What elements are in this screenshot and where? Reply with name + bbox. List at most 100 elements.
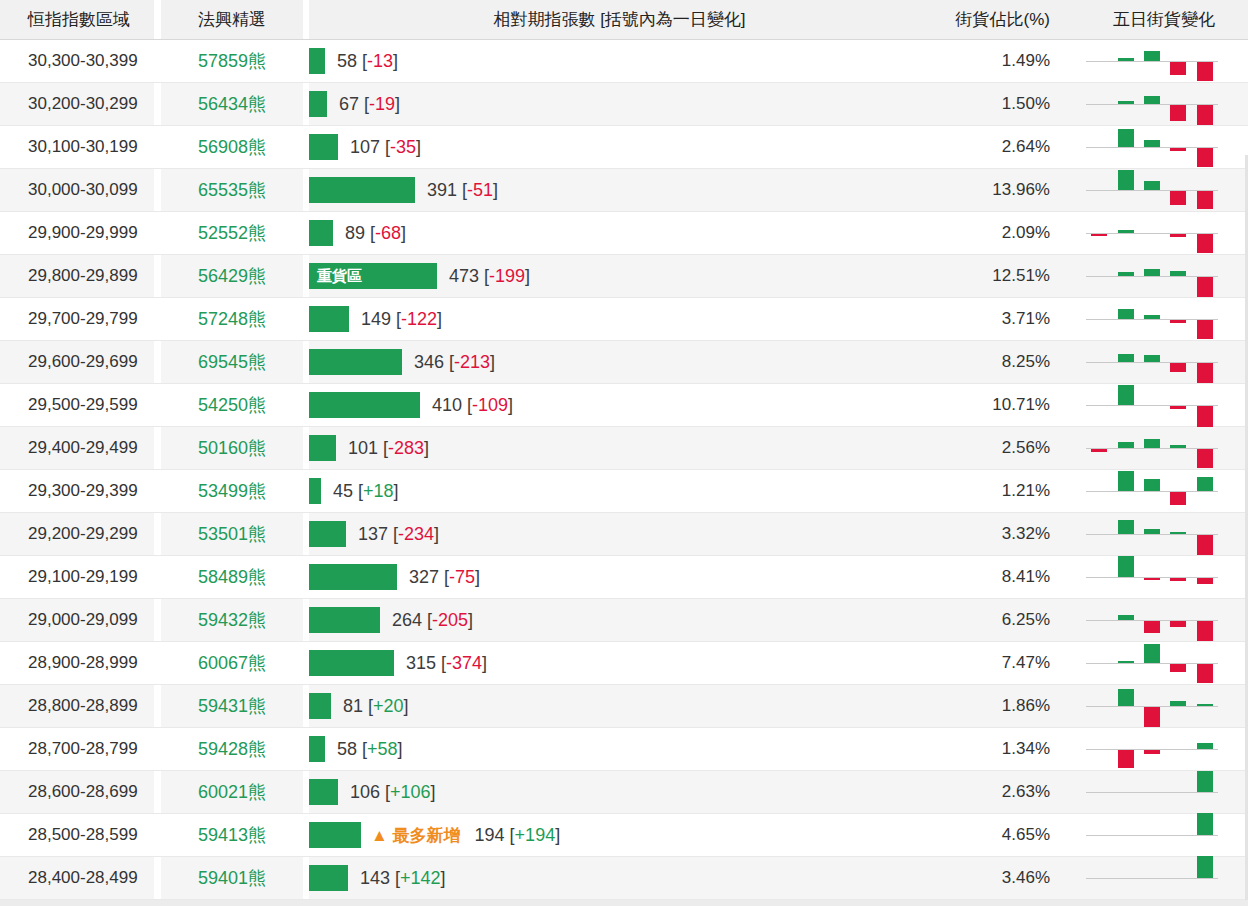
contracts-cell: 149 [-122]: [309, 298, 930, 340]
heavy-zone-label: 重貨區: [309, 267, 362, 286]
outstanding-pct-cell: 10.71%: [930, 384, 1080, 426]
contracts-bar: [309, 607, 380, 633]
index-range-cell: 28,400-28,499: [0, 857, 154, 899]
table-row: 29,900-29,999 52552熊 89 [-68] 2.09%: [0, 212, 1248, 255]
daily-change-value: -13: [367, 51, 393, 71]
table-header-row: 恒指指數區域 法興精選 相對期指張數 [括號內為一日變化] 街貨佔比(%) 五日…: [0, 0, 1248, 40]
column-divider: [154, 40, 161, 82]
index-range-label: 29,100-29,199: [28, 567, 138, 587]
candle-bar-down: [1197, 535, 1213, 555]
cbbc-code-link[interactable]: 60067熊: [198, 651, 266, 675]
contracts-value: 101 [-283]: [348, 438, 429, 459]
cbbc-code-link[interactable]: 57248熊: [198, 307, 266, 331]
candle-bar-down: [1197, 277, 1213, 297]
cbbc-code-link[interactable]: 65535熊: [198, 178, 266, 202]
candle-bar-up: [1144, 529, 1160, 534]
candle-bar-up: [1170, 532, 1186, 534]
five-day-cell: [1080, 685, 1248, 727]
cbbc-code-link[interactable]: 60021熊: [198, 780, 266, 804]
cbbc-code-link[interactable]: 69545熊: [198, 350, 266, 374]
most-added-annotation: ▲ 最多新增: [371, 824, 461, 847]
cbbc-code-link[interactable]: 50160熊: [198, 436, 266, 460]
cbbc-code-link[interactable]: 56429熊: [198, 264, 266, 288]
contracts-cell: 58 [-13]: [309, 40, 930, 82]
five-day-cell: [1080, 298, 1248, 340]
cbbc-code-link[interactable]: 54250熊: [198, 393, 266, 417]
candle-bar-up: [1144, 479, 1160, 491]
cbbc-code-link[interactable]: 57859熊: [198, 49, 266, 73]
cbbc-code-link[interactable]: 53499熊: [198, 479, 266, 503]
cbbc-code-link[interactable]: 59413熊: [198, 823, 266, 847]
outstanding-pct-cell: 8.25%: [930, 341, 1080, 383]
candle-bar-up: [1118, 661, 1134, 663]
table-row: 28,400-28,499 59401熊 143 [+142] 3.46%: [0, 857, 1248, 900]
mini-chart-baseline: [1086, 792, 1218, 793]
candle-bar-up: [1197, 704, 1213, 706]
index-range-label: 30,100-30,199: [28, 137, 138, 157]
cbbc-code-cell: 65535熊: [161, 169, 303, 211]
daily-change-value: -51: [467, 180, 493, 200]
cbbc-code-link[interactable]: 59401熊: [198, 866, 266, 890]
cbbc-code-link[interactable]: 58489熊: [198, 565, 266, 589]
daily-change-value: -109: [472, 395, 508, 415]
cbbc-code-link[interactable]: 52552熊: [198, 221, 266, 245]
outstanding-pct-cell: 7.47%: [930, 642, 1080, 684]
five-day-mini-chart: [1086, 513, 1218, 555]
header-five-day-change: 五日街貨變化: [1080, 0, 1248, 39]
column-divider: [154, 556, 161, 598]
daily-change-value: -68: [375, 223, 401, 243]
cbbc-code-link[interactable]: 53501熊: [198, 522, 266, 546]
mini-chart-baseline: [1086, 835, 1218, 836]
index-range-cell: 29,700-29,799: [0, 298, 154, 340]
cbbc-code-link[interactable]: 56908熊: [198, 135, 266, 159]
contracts-value: 89 [-68]: [345, 223, 406, 244]
candle-bar-up: [1197, 856, 1213, 878]
candle-bar-up: [1118, 442, 1134, 448]
candle-bar-up: [1118, 272, 1134, 276]
outstanding-pct-value: 3.46%: [1002, 868, 1050, 888]
column-divider: [154, 169, 161, 211]
cbbc-code-link[interactable]: 59432熊: [198, 608, 266, 632]
candle-bar-down: [1170, 578, 1186, 581]
contracts-value: 346 [-213]: [414, 352, 495, 373]
contracts-bar: [309, 349, 402, 375]
candle-bar-down: [1144, 578, 1160, 580]
contracts-cell: 346 [-213]: [309, 341, 930, 383]
table-row: 30,000-30,099 65535熊 391 [-51] 13.96%: [0, 169, 1248, 212]
outstanding-pct-cell: 1.49%: [930, 40, 1080, 82]
cbbc-code-link[interactable]: 56434熊: [198, 92, 266, 116]
candle-bar-down: [1170, 234, 1186, 237]
daily-change-value: -374: [446, 653, 482, 673]
candle-bar-down: [1170, 492, 1186, 505]
index-range-label: 29,600-29,699: [28, 352, 138, 372]
daily-change-value: -122: [401, 309, 437, 329]
index-range-cell: 29,900-29,999: [0, 212, 154, 254]
outstanding-pct-cell: 1.34%: [930, 728, 1080, 770]
index-range-cell: 29,800-29,899: [0, 255, 154, 297]
index-range-cell: 28,500-28,599: [0, 814, 154, 856]
candle-bar-up: [1197, 743, 1213, 749]
candle-bar-up: [1118, 354, 1134, 362]
five-day-cell: [1080, 169, 1248, 211]
outstanding-pct-cell: 6.25%: [930, 599, 1080, 641]
candle-bar-down: [1144, 621, 1160, 633]
cbbc-code-link[interactable]: 59428熊: [198, 737, 266, 761]
candle-bar-down: [1091, 234, 1107, 236]
daily-change-value: -205: [432, 610, 468, 630]
table-row: 29,100-29,199 58489熊 327 [-75] 8.41%: [0, 556, 1248, 599]
index-range-label: 29,400-29,499: [28, 438, 138, 458]
five-day-cell: [1080, 40, 1248, 82]
contracts-cell: 58 [+58]: [309, 728, 930, 770]
table-row: 28,800-28,899 59431熊 81 [+20] 1.86%: [0, 685, 1248, 728]
table-body: 30,300-30,399 57859熊 58 [-13] 1.49% 30,2…: [0, 40, 1248, 900]
contracts-bar: [309, 478, 321, 504]
candle-bar-down: [1144, 750, 1160, 754]
column-divider: [154, 212, 161, 254]
daily-change-value: +106: [390, 782, 431, 802]
contracts-value: 81 [+20]: [343, 696, 409, 717]
cbbc-code-link[interactable]: 59431熊: [198, 694, 266, 718]
five-day-mini-chart: [1086, 771, 1218, 813]
candle-bar-down: [1091, 449, 1107, 452]
contracts-bar: [309, 134, 338, 160]
candle-bar-up: [1170, 701, 1186, 706]
